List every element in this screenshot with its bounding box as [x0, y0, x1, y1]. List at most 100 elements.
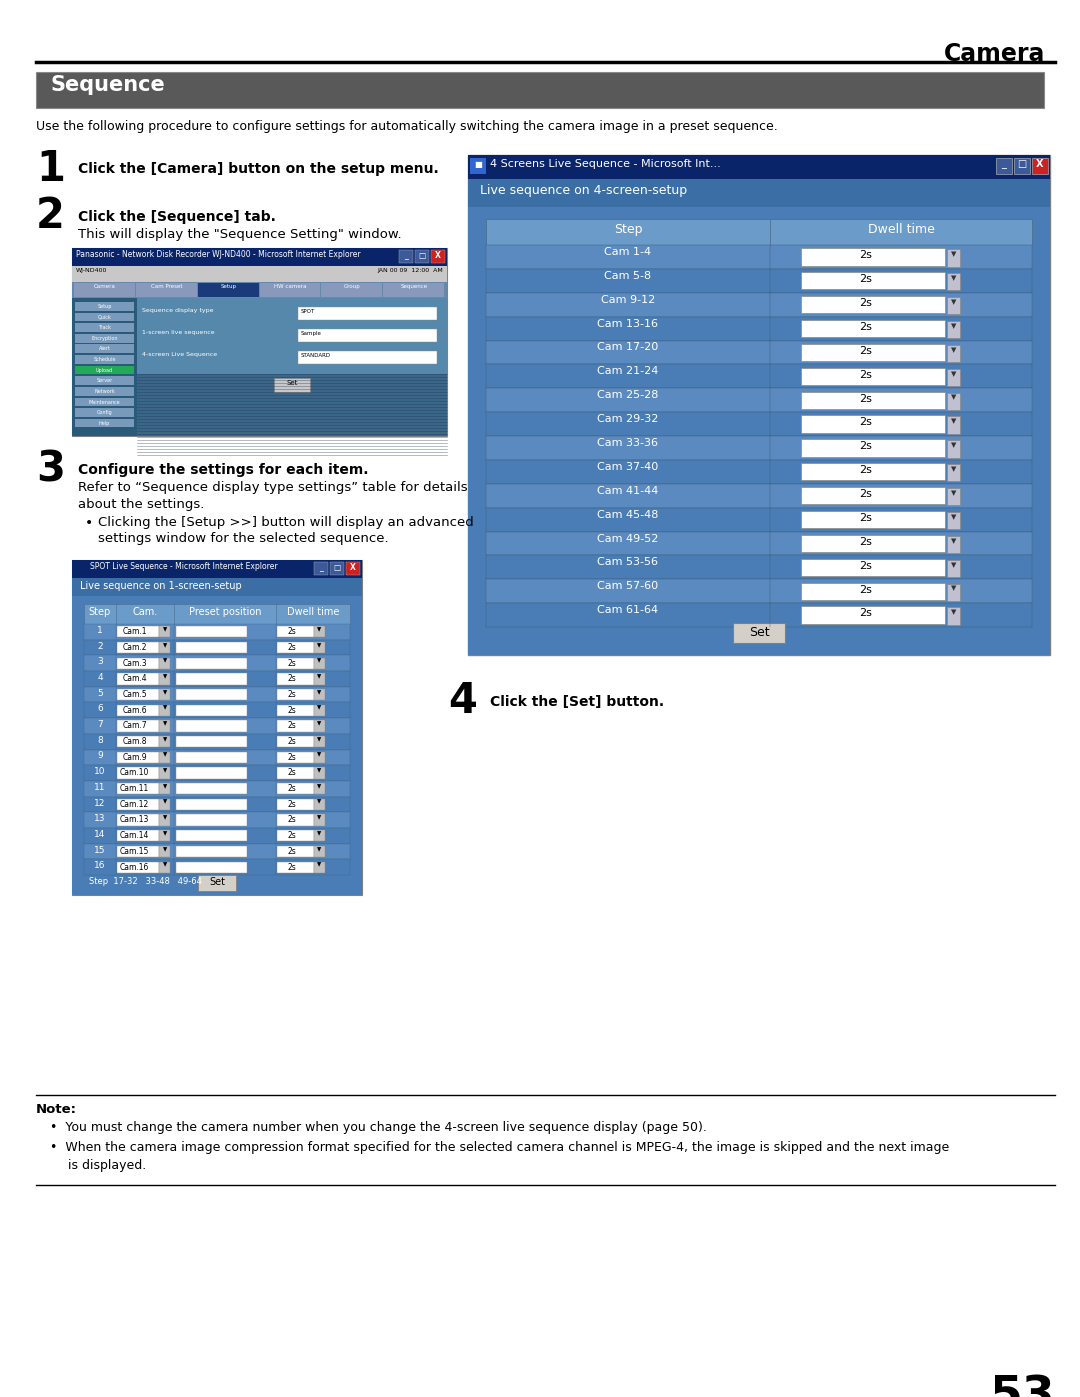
Text: ▼: ▼ — [950, 609, 956, 616]
FancyBboxPatch shape — [314, 673, 325, 685]
FancyBboxPatch shape — [947, 345, 960, 362]
Text: 2s: 2s — [860, 465, 873, 475]
Text: •  When the camera image compression format specified for the selected camera ch: • When the camera image compression form… — [50, 1141, 949, 1154]
FancyBboxPatch shape — [486, 244, 1032, 268]
FancyBboxPatch shape — [314, 830, 325, 841]
Text: Step: Step — [613, 224, 643, 236]
FancyBboxPatch shape — [330, 562, 345, 576]
Text: 2s: 2s — [860, 346, 873, 356]
Text: 2s: 2s — [860, 274, 873, 284]
Text: 2s: 2s — [287, 847, 297, 856]
FancyBboxPatch shape — [801, 272, 945, 289]
FancyBboxPatch shape — [947, 298, 960, 314]
FancyBboxPatch shape — [159, 641, 171, 654]
Text: 2: 2 — [97, 641, 103, 651]
Text: ▼: ▼ — [163, 799, 166, 805]
Text: ▼: ▼ — [950, 585, 956, 591]
FancyBboxPatch shape — [801, 344, 945, 360]
FancyBboxPatch shape — [947, 511, 960, 529]
Text: ▼: ▼ — [950, 443, 956, 448]
Text: 2s: 2s — [860, 250, 873, 260]
FancyBboxPatch shape — [72, 249, 447, 265]
Text: ▼: ▼ — [950, 323, 956, 328]
Text: 2s: 2s — [860, 418, 873, 427]
FancyBboxPatch shape — [117, 830, 159, 841]
FancyBboxPatch shape — [486, 293, 1032, 317]
Text: ▼: ▼ — [163, 690, 166, 694]
FancyBboxPatch shape — [276, 752, 314, 763]
FancyBboxPatch shape — [468, 179, 1050, 207]
FancyBboxPatch shape — [276, 704, 314, 715]
Text: about the settings.: about the settings. — [78, 497, 204, 511]
FancyBboxPatch shape — [159, 845, 171, 858]
Text: 6: 6 — [97, 704, 103, 714]
Text: Server: Server — [96, 379, 112, 383]
FancyBboxPatch shape — [947, 274, 960, 291]
Text: ▼: ▼ — [318, 658, 322, 664]
Text: Cam Preset: Cam Preset — [151, 284, 183, 289]
Text: 2s: 2s — [287, 738, 297, 746]
Text: Dwell time: Dwell time — [286, 608, 339, 617]
FancyBboxPatch shape — [801, 535, 945, 552]
Text: 8: 8 — [97, 736, 103, 745]
Text: Cam 21-24: Cam 21-24 — [597, 366, 659, 376]
FancyBboxPatch shape — [486, 341, 1032, 365]
FancyBboxPatch shape — [276, 721, 314, 732]
FancyBboxPatch shape — [176, 721, 247, 732]
FancyBboxPatch shape — [298, 307, 437, 320]
Text: 2s: 2s — [860, 370, 873, 380]
FancyBboxPatch shape — [486, 507, 1032, 531]
FancyBboxPatch shape — [276, 862, 314, 873]
Text: ▼: ▼ — [318, 690, 322, 694]
Text: 2s: 2s — [287, 784, 297, 793]
Text: Cam 49-52: Cam 49-52 — [597, 534, 659, 543]
FancyBboxPatch shape — [117, 862, 159, 873]
Text: ▼: ▼ — [950, 346, 956, 353]
Text: Live sequence on 1-screen-setup: Live sequence on 1-screen-setup — [80, 581, 242, 591]
FancyBboxPatch shape — [159, 814, 171, 826]
FancyBboxPatch shape — [947, 608, 960, 624]
FancyBboxPatch shape — [176, 784, 247, 795]
FancyBboxPatch shape — [314, 814, 325, 826]
Text: Cam 25-28: Cam 25-28 — [597, 390, 659, 401]
Text: Cam.12: Cam.12 — [120, 799, 149, 809]
FancyBboxPatch shape — [117, 814, 159, 826]
FancyBboxPatch shape — [276, 689, 314, 700]
FancyBboxPatch shape — [75, 345, 134, 353]
FancyBboxPatch shape — [176, 814, 247, 826]
Text: Preset position: Preset position — [189, 608, 261, 617]
Text: Click the [Sequence] tab.: Click the [Sequence] tab. — [78, 210, 275, 224]
Text: Cam.9: Cam.9 — [122, 753, 147, 761]
Text: 2: 2 — [36, 196, 65, 237]
Text: 13: 13 — [94, 814, 106, 823]
FancyBboxPatch shape — [733, 623, 785, 643]
FancyBboxPatch shape — [159, 626, 171, 637]
FancyBboxPatch shape — [801, 439, 945, 457]
FancyBboxPatch shape — [117, 752, 159, 763]
Text: Help: Help — [99, 420, 110, 426]
Text: 2s: 2s — [860, 441, 873, 451]
FancyBboxPatch shape — [198, 875, 237, 891]
FancyBboxPatch shape — [75, 398, 134, 407]
Text: Cam 5-8: Cam 5-8 — [605, 271, 651, 281]
Text: ▼: ▼ — [950, 299, 956, 305]
Text: settings window for the selected sequence.: settings window for the selected sequenc… — [98, 532, 389, 545]
Text: ▼: ▼ — [950, 538, 956, 543]
Text: 2s: 2s — [287, 816, 297, 824]
FancyBboxPatch shape — [801, 606, 945, 623]
Text: Set: Set — [286, 380, 298, 386]
Text: Click the [Set] button.: Click the [Set] button. — [490, 694, 664, 710]
Text: ▼: ▼ — [950, 490, 956, 496]
FancyBboxPatch shape — [947, 536, 960, 553]
FancyBboxPatch shape — [801, 488, 945, 504]
FancyBboxPatch shape — [486, 604, 1032, 627]
Text: Cam.5: Cam.5 — [122, 690, 147, 698]
FancyBboxPatch shape — [117, 767, 159, 778]
Text: 2s: 2s — [287, 658, 297, 668]
FancyBboxPatch shape — [117, 641, 159, 654]
Text: ▼: ▼ — [163, 721, 166, 726]
FancyBboxPatch shape — [84, 733, 350, 750]
Text: 2s: 2s — [860, 609, 873, 619]
FancyBboxPatch shape — [486, 556, 1032, 580]
FancyBboxPatch shape — [72, 578, 362, 597]
